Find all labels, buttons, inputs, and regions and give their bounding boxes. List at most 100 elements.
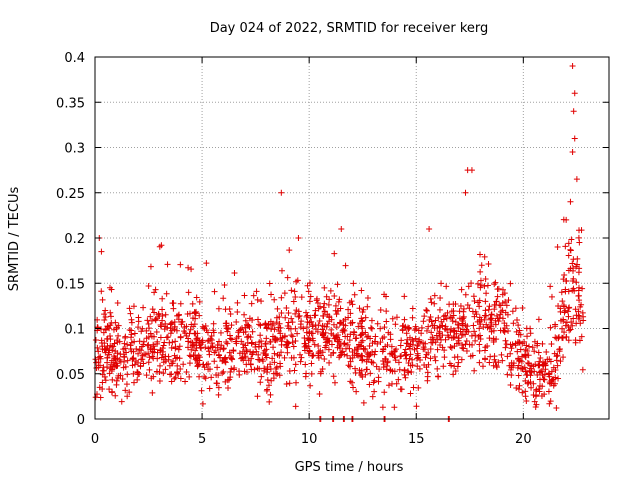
data-point [533,386,540,393]
data-point [263,354,270,361]
data-point [448,362,455,369]
data-point [571,90,578,97]
data-point [424,307,431,314]
data-point [567,246,574,253]
data-point [92,356,99,363]
data-point [554,362,561,369]
data-point [336,320,343,327]
data-point [571,135,578,142]
data-point [560,318,567,325]
data-point [466,305,473,312]
data-point [428,318,435,325]
data-point [121,340,128,347]
data-point [337,305,344,312]
data-point [294,330,301,337]
data-point [367,324,374,331]
data-point [442,312,449,319]
data-point [406,324,413,331]
data-point [458,286,465,293]
data-point [269,322,276,329]
data-point [523,342,530,349]
data-point [295,313,302,320]
data-point [129,362,136,369]
data-point [281,290,288,297]
data-point [303,313,310,320]
data-point [144,317,151,324]
data-point [202,375,209,382]
data-point [421,313,428,320]
data-point [440,363,447,370]
data-point [320,313,327,320]
data-point [264,364,271,371]
data-point [530,392,537,399]
data-point [292,361,299,368]
y-tick-label: 0.05 [56,368,85,383]
data-point [481,253,488,260]
data-point [464,301,471,308]
data-point [367,370,374,377]
data-point [154,338,161,345]
data-point [470,293,477,300]
data-point [462,331,469,338]
data-point [521,338,528,345]
data-point [420,318,427,325]
data-point [172,355,179,362]
data-point [143,372,150,379]
data-point [112,355,119,362]
data-point [567,198,574,205]
data-point [123,381,130,388]
data-point [353,388,360,395]
data-point [341,340,348,347]
data-point [270,344,277,351]
data-point [260,358,267,365]
data-point [234,299,241,306]
data-point [128,334,135,341]
data-point [268,291,275,298]
data-point [409,356,416,363]
data-point [554,244,561,251]
data-point [278,267,285,274]
data-point [566,304,573,311]
data-point [431,292,438,299]
data-point [483,312,490,319]
data-point [528,384,535,391]
data-point [189,343,196,349]
data-point [360,346,367,353]
data-point [455,359,462,366]
data-point [167,325,174,332]
data-point [366,381,373,388]
data-point [317,368,324,375]
data-point [252,341,259,348]
data-point [186,352,193,359]
data-point [472,332,479,339]
y-tick-label: 0.25 [56,187,85,202]
data-point [462,189,469,196]
data-point [288,332,295,339]
data-point [109,376,116,383]
data-point [102,346,109,353]
data-point [124,371,131,378]
data-point [177,375,184,382]
data-point [244,334,251,341]
data-point [289,333,296,340]
data-point [227,369,234,376]
data-point [196,298,203,305]
data-point [221,356,228,363]
data-point [200,361,207,368]
data-point [93,365,100,372]
data-point [416,365,423,372]
data-point [384,358,391,365]
data-point [434,346,441,353]
data-point [333,333,340,340]
data-point [191,309,198,316]
data-point [482,275,489,282]
data-point [423,351,430,358]
data-point [346,299,353,306]
data-point [508,345,515,352]
data-point [486,325,493,332]
data-point [99,343,106,350]
data-point [516,382,523,389]
data-point [210,327,217,334]
data-point [320,304,327,311]
data-point [441,326,448,333]
